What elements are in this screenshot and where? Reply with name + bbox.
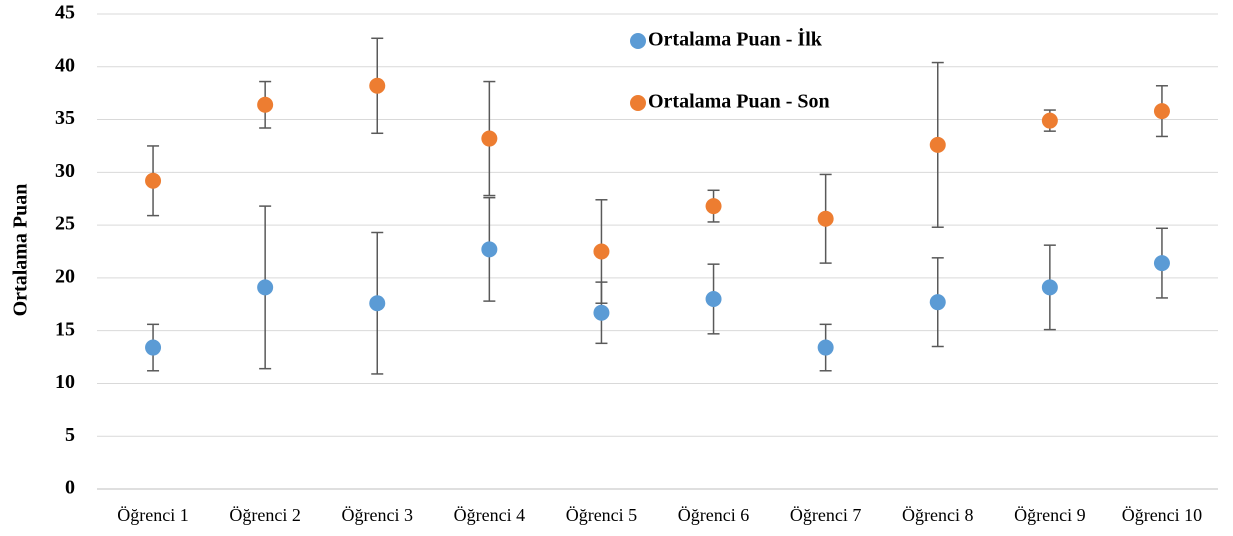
x-tick-label: Öğrenci 8 xyxy=(902,505,973,525)
x-tick-label: Öğrenci 2 xyxy=(229,505,300,525)
y-tick-label: 10 xyxy=(55,371,75,393)
data-point xyxy=(705,291,722,307)
y-tick-label: 5 xyxy=(65,424,75,446)
data-point xyxy=(1153,255,1170,272)
legend-marker xyxy=(630,33,646,49)
x-tick-label: Öğrenci 1 xyxy=(117,505,188,525)
legend-label: Ortalama Puan - İlk xyxy=(648,27,823,51)
data-point xyxy=(481,241,498,258)
data-point xyxy=(369,77,386,94)
data-point xyxy=(705,198,722,215)
y-axis-title: Ortalama Puan xyxy=(10,184,32,317)
legend-label: Ortalama Puan - Son xyxy=(648,91,830,113)
x-tick-label: Öğrenci 3 xyxy=(342,505,413,525)
x-tick-label: Öğrenci 6 xyxy=(678,505,749,525)
data-point xyxy=(817,210,834,227)
data-point xyxy=(929,136,946,153)
data-point xyxy=(1153,103,1170,120)
data-point xyxy=(593,304,610,321)
y-tick-label: 20 xyxy=(55,265,75,287)
y-tick-label: 35 xyxy=(55,107,75,129)
data-point xyxy=(257,96,274,113)
data-point xyxy=(369,295,386,312)
y-tick-label: 15 xyxy=(55,318,75,340)
data-point xyxy=(145,339,162,356)
data-point xyxy=(145,172,162,189)
y-tick-label: 30 xyxy=(55,160,75,182)
x-tick-label: Öğrenci 9 xyxy=(1014,505,1085,525)
x-tick-label: Öğrenci 7 xyxy=(790,505,861,525)
data-point xyxy=(1041,279,1058,296)
data-point xyxy=(481,130,498,147)
x-tick-label: Öğrenci 10 xyxy=(1122,505,1202,525)
x-tick-label: Öğrenci 4 xyxy=(454,505,525,525)
data-point xyxy=(593,243,610,260)
data-point xyxy=(817,339,834,356)
y-tick-label: 40 xyxy=(55,54,75,76)
data-point xyxy=(1041,112,1058,129)
data-point xyxy=(929,294,946,311)
x-tick-label: Öğrenci 5 xyxy=(566,505,637,525)
y-tick-label: 25 xyxy=(55,213,75,235)
data-point xyxy=(257,279,274,296)
y-tick-label: 0 xyxy=(65,477,75,499)
legend-marker xyxy=(630,95,646,111)
y-tick-label: 45 xyxy=(55,2,75,24)
